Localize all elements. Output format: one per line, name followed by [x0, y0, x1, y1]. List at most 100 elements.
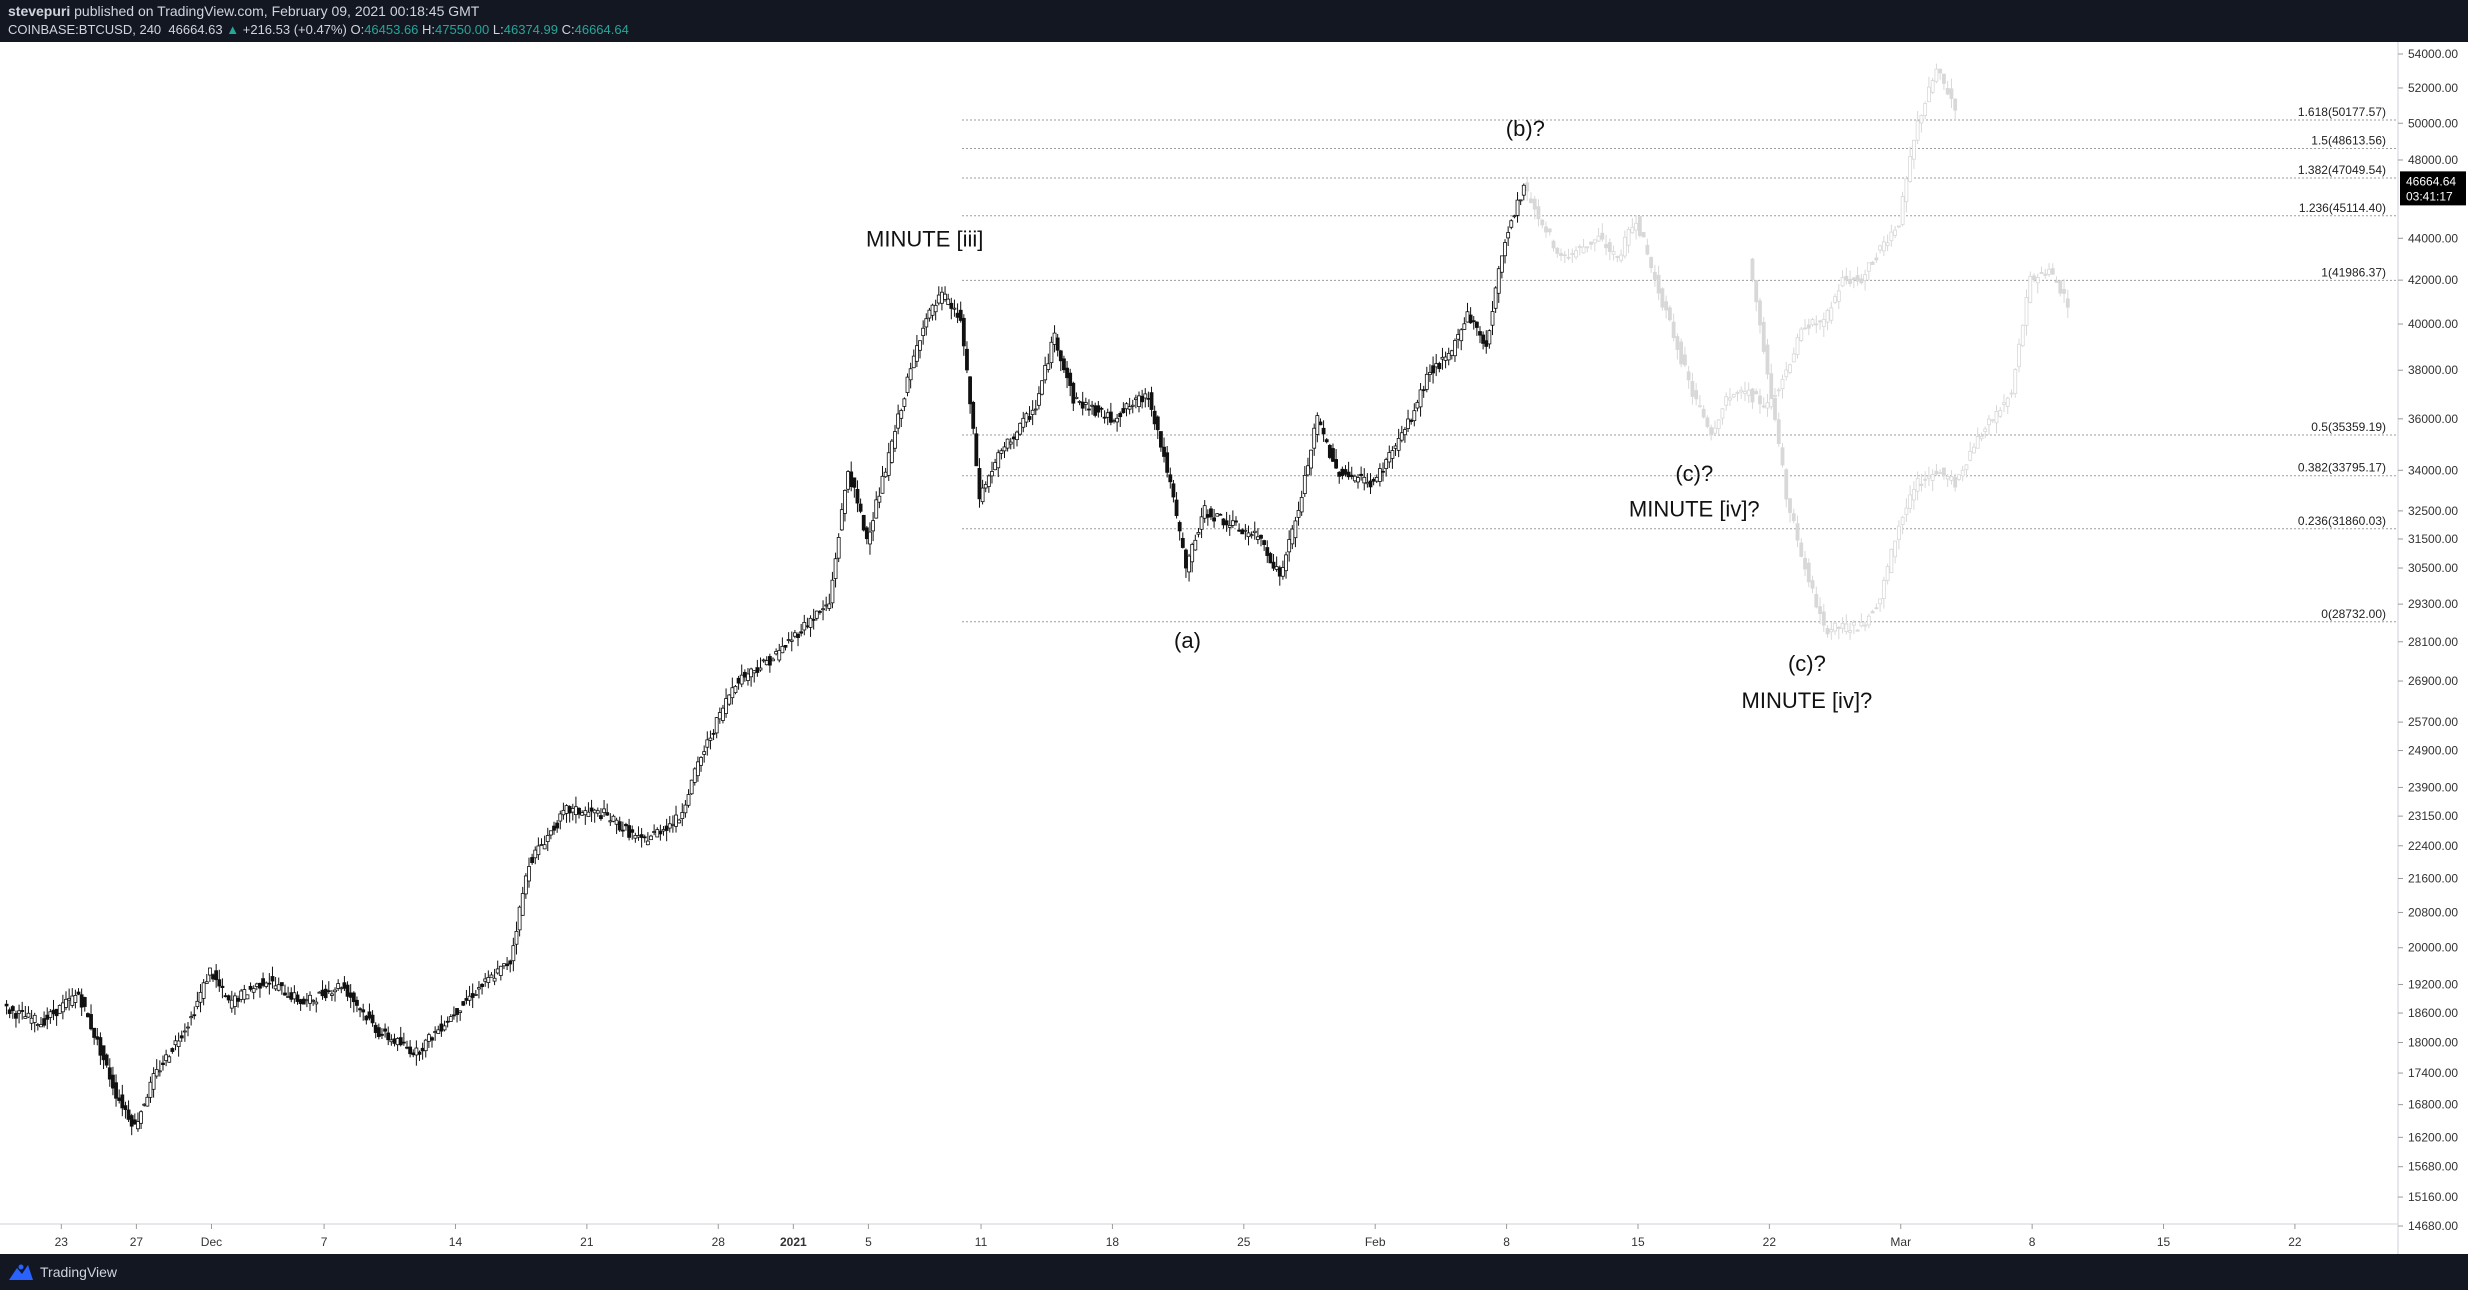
price-candle — [1196, 532, 1201, 535]
projection-one-candle — [1585, 246, 1590, 249]
price-candle — [1243, 529, 1248, 532]
tradingview-logo[interactable]: TradingView — [8, 1262, 117, 1282]
price-candle — [1068, 372, 1073, 386]
price-candle — [1346, 471, 1351, 478]
price-candle — [965, 348, 969, 371]
projection-one-candle — [1896, 225, 1901, 228]
projection-two-candle — [1990, 419, 1995, 422]
x-tick-label: 15 — [2157, 1235, 2171, 1249]
price-candle — [358, 1008, 362, 1011]
price-candle — [283, 992, 287, 996]
price-candle — [1481, 334, 1486, 344]
price-candle — [60, 1002, 65, 1013]
price-candle — [233, 995, 237, 1007]
projection-two-candle — [1885, 566, 1890, 581]
projection-one-candle — [1829, 307, 1834, 321]
price-candle — [742, 671, 747, 678]
price-candle — [201, 982, 206, 999]
price-candle — [548, 830, 553, 836]
price-candle — [955, 312, 960, 318]
y-tick-label: 14680.00 — [2408, 1219, 2458, 1233]
price-candle — [142, 1103, 147, 1106]
y-tick-label: 48000.00 — [2408, 153, 2458, 167]
price-candle — [505, 963, 509, 967]
projection-one-candle — [1626, 229, 1631, 246]
price-candle — [639, 834, 644, 838]
price-candle — [1058, 350, 1063, 362]
price-candle — [129, 1115, 134, 1127]
price-candle — [182, 1030, 187, 1033]
price-candle — [1065, 367, 1069, 379]
y-tick-label: 16800.00 — [2408, 1098, 2458, 1112]
projection-one-candle — [1930, 80, 1935, 93]
x-tick-label: 21 — [580, 1235, 594, 1249]
price-candle — [649, 835, 653, 841]
price-candle — [32, 1014, 37, 1023]
price-candle — [1077, 401, 1082, 403]
projection-two-candle — [2020, 324, 2025, 347]
x-tick-label: 15 — [1631, 1235, 1645, 1249]
price-candle — [117, 1097, 122, 1101]
projection-one-candle — [1728, 397, 1732, 401]
price-candle — [624, 823, 628, 827]
price-candle — [868, 531, 872, 545]
projection-one-candle — [1671, 321, 1676, 338]
price-candle — [827, 603, 832, 609]
price-candle — [298, 999, 303, 1005]
fib-level-label: 0(28732.00) — [2321, 607, 2386, 621]
price-candle — [1493, 287, 1498, 309]
y-tick-label: 15160.00 — [2408, 1190, 2458, 1204]
price-candle — [1040, 380, 1044, 395]
price-candle — [42, 1018, 47, 1026]
price-candle — [211, 974, 215, 980]
price-candle — [977, 468, 982, 500]
projection-two-candle — [1765, 344, 1770, 375]
projection-one-candle — [1784, 369, 1789, 378]
price-candle — [1478, 331, 1482, 336]
price-candle — [946, 298, 951, 305]
price-candle — [1090, 404, 1094, 407]
price-candle — [1096, 405, 1101, 413]
price-candle — [683, 804, 688, 814]
price-candle — [893, 431, 897, 449]
projection-two-candle — [1983, 428, 1988, 432]
price-candle — [758, 667, 763, 671]
price-candle — [552, 825, 556, 831]
projection-two-candle — [2028, 275, 2033, 303]
price-candle — [620, 829, 625, 832]
price-candle — [699, 757, 703, 766]
projection-one-candle — [1915, 120, 1920, 141]
price-candle — [1459, 329, 1464, 342]
projection-one-candle — [1739, 389, 1744, 393]
price-candle — [351, 992, 356, 1003]
wave-label: MINUTE [iv]? — [1742, 688, 1873, 713]
price-candle — [167, 1056, 172, 1063]
publisher-name[interactable]: stevepuri — [8, 3, 71, 19]
projection-two-candle — [1915, 477, 1920, 492]
price-candle — [630, 829, 635, 833]
price-candle — [436, 1029, 441, 1034]
projection-one-candle — [1544, 226, 1548, 233]
current-price-tag — [2400, 171, 2466, 206]
projection-one-candle — [1675, 336, 1680, 350]
projection-two-candle — [2017, 343, 2021, 368]
price-candle — [1309, 449, 1313, 469]
projection-two-candle — [2009, 392, 2014, 395]
chart-canvas[interactable]: 54000.00 52000.00 50000.00 48000.00 44000.00… — [0, 42, 2468, 1254]
price-candle — [373, 1024, 378, 1033]
price-candle — [173, 1040, 178, 1046]
price-candle — [1453, 340, 1457, 357]
price-candle — [467, 995, 472, 1001]
price-candle — [686, 794, 691, 806]
projection-one-candle — [1758, 395, 1762, 405]
projection-one-candle — [1870, 261, 1875, 265]
projection-one-candle — [1566, 256, 1571, 259]
projection-two-candle — [1874, 607, 1879, 610]
published-text: published on TradingView.com, February 0… — [74, 3, 480, 19]
price-candle — [89, 1014, 93, 1030]
price-candle — [915, 345, 919, 362]
price-candle — [617, 821, 622, 831]
price-candle — [107, 1067, 112, 1080]
y-tick-label: 22400.00 — [2408, 839, 2458, 853]
price-candle — [1434, 363, 1439, 368]
